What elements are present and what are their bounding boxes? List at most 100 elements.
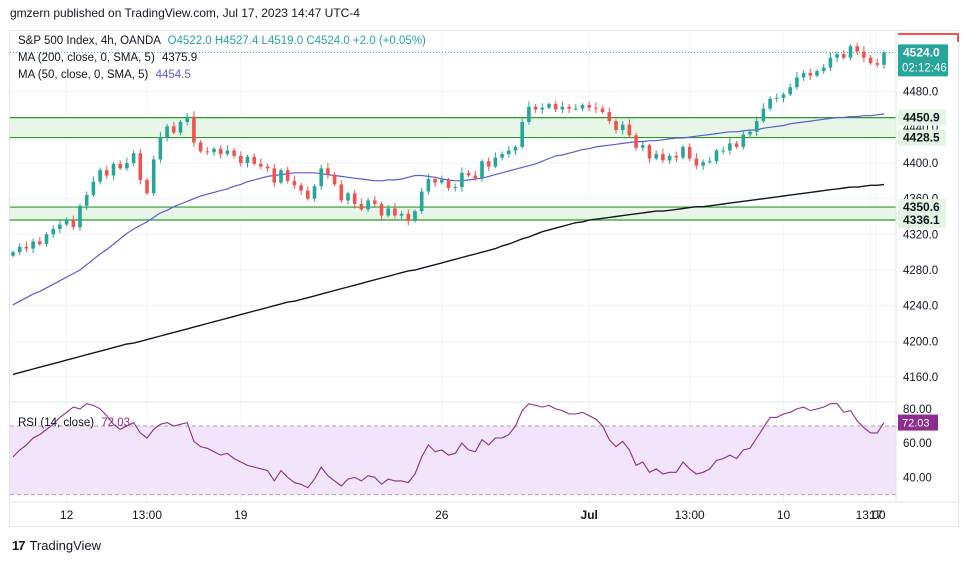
time-tick-label: 19 xyxy=(234,508,248,522)
candle-body xyxy=(486,161,491,167)
candle-body xyxy=(882,52,886,65)
candle-body xyxy=(862,51,866,58)
tradingview-logo-icon: 17 xyxy=(12,538,26,553)
last-price-tag: 4524.0 xyxy=(903,45,940,59)
ma200-value: 4375.9 xyxy=(161,52,198,64)
candle-body xyxy=(493,157,498,167)
ma50-label: MA (50, close, 0, SMA, 5) xyxy=(18,69,149,81)
legend-symbol[interactable]: S&P 500 Index, 4h, OANDA xyxy=(18,35,161,47)
candle-body xyxy=(218,148,223,155)
legend-rsi[interactable]: RSI (14, close) 72.03 xyxy=(18,417,130,429)
candle-body xyxy=(359,204,364,210)
legend-ma200[interactable]: MA (200, close, 0, SMA, 5) 4375.9 xyxy=(18,52,197,64)
candle-body xyxy=(641,145,645,148)
candle-body xyxy=(58,224,62,229)
candle-body xyxy=(594,107,598,109)
candle-body xyxy=(118,163,122,169)
candle-body xyxy=(11,252,15,256)
candle-body xyxy=(775,97,779,99)
axes: 4160.04200.04240.04280.04320.04360.04400… xyxy=(10,31,959,522)
candle-body xyxy=(741,134,746,147)
price-tick-label: 4280.0 xyxy=(903,265,938,277)
rsi-tick-label: 40.00 xyxy=(903,472,932,484)
candle-body xyxy=(24,246,29,249)
candle-body xyxy=(647,145,652,159)
candle-body xyxy=(728,143,732,151)
candle-body xyxy=(627,124,632,136)
candle-body xyxy=(413,211,417,221)
candle-body xyxy=(312,186,317,199)
candle-body xyxy=(821,67,826,72)
candle-body xyxy=(634,135,638,148)
time-tick-label: 26 xyxy=(435,508,449,522)
candle-body xyxy=(178,121,183,133)
last-price-tag-bg xyxy=(898,44,948,77)
ma200-label: MA (200, close, 0, SMA, 5) xyxy=(18,52,155,64)
candle-body xyxy=(466,172,471,176)
candle-body xyxy=(480,161,484,179)
candle-body xyxy=(553,104,558,110)
candle-body xyxy=(761,108,766,122)
candle-body xyxy=(138,153,143,180)
candle-body xyxy=(848,46,853,58)
candle-body xyxy=(259,163,263,167)
candle-body xyxy=(842,54,846,58)
candle-body xyxy=(125,162,129,169)
chart-frame xyxy=(9,30,959,527)
time-tick-label: Jul xyxy=(581,508,598,522)
candle-body xyxy=(661,154,665,161)
rsi-tag-bg xyxy=(898,414,938,431)
candle-body xyxy=(419,191,424,212)
candle-body xyxy=(145,179,149,194)
time-tick-label: 12 xyxy=(60,508,74,522)
candle-body xyxy=(687,146,692,159)
candle-body xyxy=(265,166,270,169)
candle-body xyxy=(84,195,89,206)
candle-body xyxy=(574,108,578,110)
candle-body xyxy=(272,168,277,183)
candle-body xyxy=(433,179,437,183)
candle-body xyxy=(64,220,69,225)
brand-name: TradingView xyxy=(29,538,102,553)
candle-body xyxy=(587,105,591,108)
legend-ma50[interactable]: MA (50, close, 0, SMA, 5) 4454.5 xyxy=(18,69,191,81)
candle-body xyxy=(667,155,672,161)
candle-body xyxy=(192,116,196,143)
candle-body xyxy=(386,208,390,216)
legend-main: S&P 500 Index, 4h, OANDA O4522.0 H4527.4… xyxy=(18,35,426,47)
alert-corner-icon xyxy=(898,33,959,42)
candle-body xyxy=(540,107,545,110)
candle-body xyxy=(232,150,236,156)
candle-body xyxy=(547,104,551,108)
candle-body xyxy=(299,185,303,191)
candle-body xyxy=(520,121,524,147)
candle-body xyxy=(440,179,444,183)
candle-body xyxy=(500,154,504,158)
footer-brand[interactable]: 17 TradingView xyxy=(12,538,101,553)
candle-body xyxy=(165,126,169,138)
candle-body xyxy=(151,159,156,194)
candle-body xyxy=(701,162,705,166)
candle-body xyxy=(828,57,833,68)
candle-body xyxy=(835,54,839,58)
candle-body xyxy=(399,213,404,216)
zone1-bottom-tag: 4428.5 xyxy=(903,131,940,145)
candle-body xyxy=(346,193,350,201)
support-resistance-zones xyxy=(10,116,896,221)
candle-body xyxy=(748,131,752,135)
candle-body xyxy=(239,155,243,163)
candle-body xyxy=(808,72,813,76)
candle-body xyxy=(460,172,464,188)
candle-body xyxy=(406,213,411,221)
price-tick-label: 4400.0 xyxy=(903,158,938,170)
countdown-tag: 02:12:46 xyxy=(902,62,947,74)
zone2-top-tag: 4350.6 xyxy=(903,200,940,214)
candle-body xyxy=(600,108,605,113)
candle-body xyxy=(158,137,163,160)
candle-body xyxy=(71,220,76,228)
candle-body xyxy=(453,187,457,189)
candle-body xyxy=(279,170,283,183)
candle-body xyxy=(513,146,518,151)
